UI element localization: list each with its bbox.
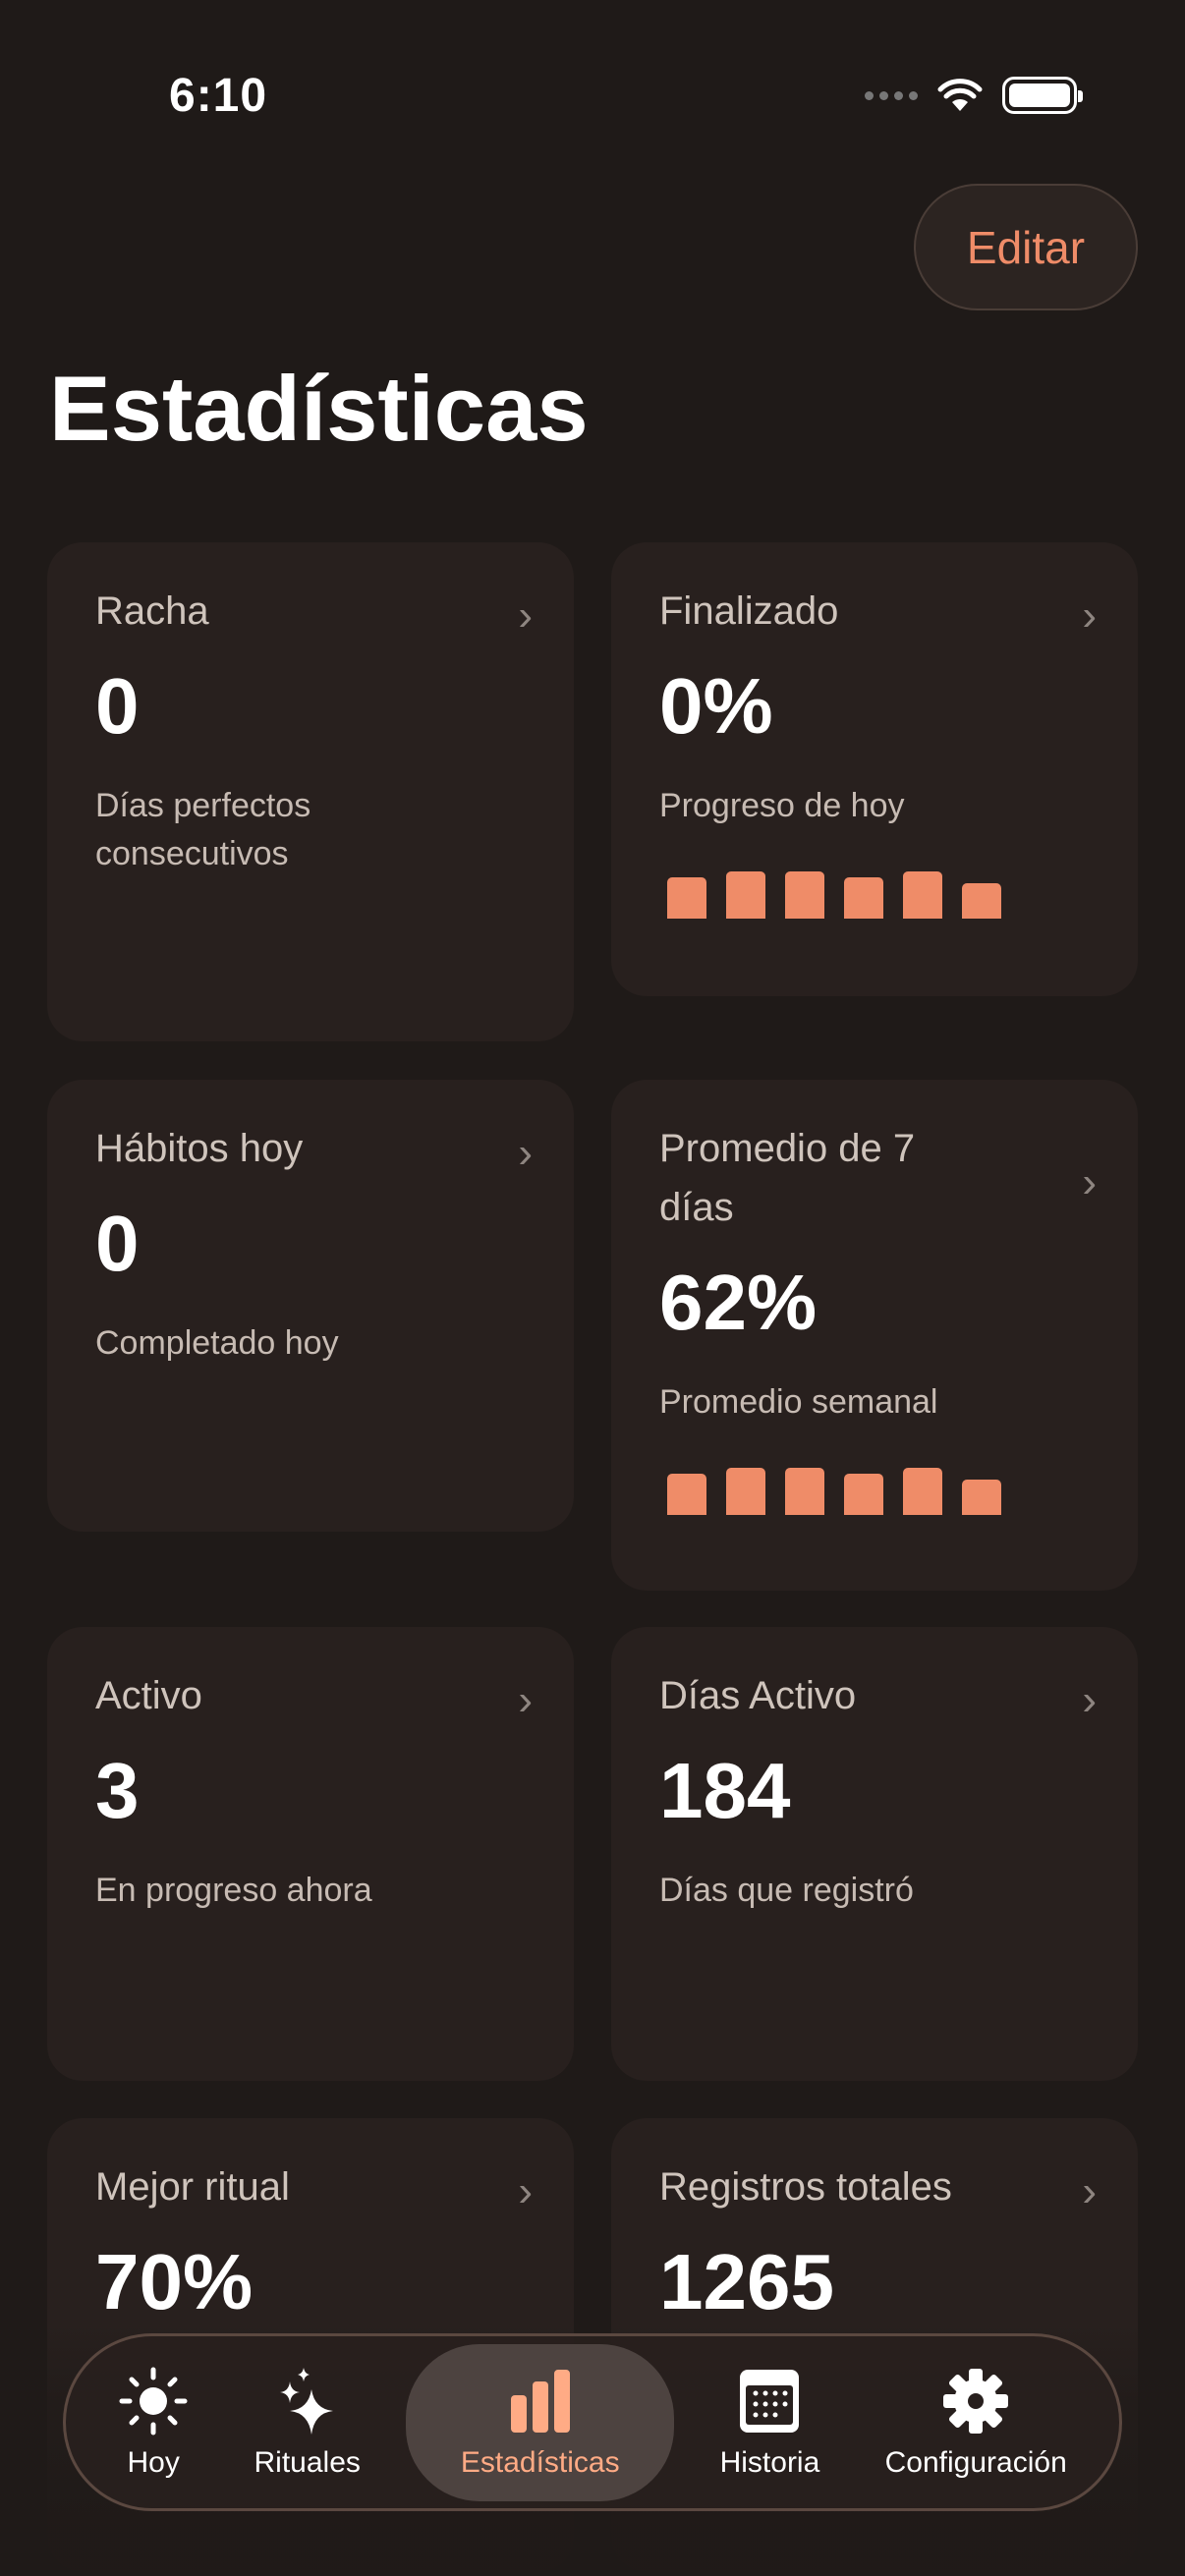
mini-bar — [726, 871, 765, 919]
card-subtitle: Completado hoy — [95, 1324, 339, 1362]
chevron-right-icon: › — [1082, 2167, 1097, 2215]
chevron-right-icon: › — [1082, 591, 1097, 640]
sparkles-icon — [279, 2367, 333, 2435]
mini-bar — [667, 877, 706, 919]
mini-bar — [903, 871, 942, 919]
status-icons — [865, 77, 1083, 114]
card-value: 0 — [95, 1200, 140, 1287]
card-title: Mejor ritual — [95, 2165, 290, 2209]
stat-card-promedio-7-dias[interactable]: Promedio de 7 días › 62% Promedio semanal — [611, 1080, 1138, 1591]
mini-bar — [667, 1474, 706, 1515]
tab-historia[interactable]: Historia — [701, 2344, 840, 2501]
gear-icon — [943, 2368, 1009, 2434]
tab-estadisticas[interactable]: Estadísticas — [406, 2343, 675, 2501]
status-time: 6:10 — [169, 70, 268, 122]
card-value: 3 — [95, 1747, 140, 1834]
tab-label: Estadísticas — [460, 2445, 620, 2479]
calendar-icon — [740, 2369, 800, 2433]
stat-card-habitos-hoy[interactable]: Hábitos hoy › 0 Completado hoy — [47, 1080, 574, 1532]
tab-label: Rituales — [254, 2445, 361, 2479]
mini-bar — [962, 1480, 1001, 1515]
card-title: Promedio de 7 días — [659, 1127, 916, 1229]
card-title: Finalizado — [659, 589, 839, 633]
tab-bar: Hoy Rituales Estadísticas Historia Confi… — [63, 2333, 1122, 2511]
card-title: Activo — [95, 1674, 202, 1717]
tab-hoy[interactable]: Hoy — [98, 2344, 208, 2501]
card-value: 0 — [95, 662, 140, 750]
card-title: Hábitos hoy — [95, 1127, 304, 1170]
edit-button[interactable]: Editar — [914, 184, 1138, 310]
card-value: 1265 — [659, 2238, 834, 2325]
card-title: Días Activo — [659, 1674, 857, 1717]
mini-bar — [844, 877, 883, 919]
chevron-right-icon: › — [518, 1129, 533, 1177]
chevron-right-icon: › — [518, 1676, 533, 1724]
stat-card-dias-activo[interactable]: Días Activo › 184 Días que registró — [611, 1627, 1138, 2081]
chevron-right-icon: › — [1082, 1158, 1097, 1206]
tab-label: Configuración — [884, 2445, 1067, 2479]
card-subtitle: Días perfectos consecutivos — [95, 787, 311, 872]
card-subtitle: En progreso ahora — [95, 1872, 372, 1909]
mini-bar — [726, 1468, 765, 1515]
card-subtitle: Días que registró — [659, 1872, 914, 1909]
tab-label: Hoy — [127, 2445, 180, 2479]
bar-chart-icon — [510, 2369, 570, 2433]
sun-icon — [119, 2367, 188, 2435]
card-value: 184 — [659, 1747, 791, 1834]
tab-configuracion[interactable]: Configuración — [866, 2344, 1087, 2501]
card-subtitle: Progreso de hoy — [659, 787, 905, 824]
mini-bar-chart — [667, 869, 1090, 919]
mini-bar — [844, 1474, 883, 1515]
mini-bar — [785, 1468, 824, 1515]
stat-card-activo[interactable]: Activo › 3 En progreso ahora — [47, 1627, 574, 2081]
mini-bar — [903, 1468, 942, 1515]
card-value: 70% — [95, 2238, 254, 2325]
stat-card-finalizado[interactable]: Finalizado › 0% Progreso de hoy — [611, 542, 1138, 996]
mini-bar-chart — [667, 1466, 1090, 1515]
signal-icon — [865, 90, 918, 100]
tab-rituales[interactable]: Rituales — [235, 2344, 380, 2501]
chevron-right-icon: › — [1082, 1676, 1097, 1724]
wifi-icon — [937, 79, 983, 111]
mini-bar — [962, 883, 1001, 919]
card-subtitle: Promedio semanal — [659, 1383, 938, 1421]
stat-card-racha[interactable]: Racha › 0 Días perfectos consecutivos — [47, 542, 574, 1041]
tab-label: Historia — [719, 2445, 820, 2479]
battery-icon — [1002, 77, 1083, 114]
card-value: 0% — [659, 662, 773, 750]
card-title: Racha — [95, 589, 209, 633]
chevron-right-icon: › — [518, 2167, 533, 2215]
card-title: Registros totales — [659, 2165, 952, 2209]
chevron-right-icon: › — [518, 591, 533, 640]
page-title: Estadísticas — [49, 357, 589, 460]
mini-bar — [785, 871, 824, 919]
card-value: 62% — [659, 1259, 818, 1346]
